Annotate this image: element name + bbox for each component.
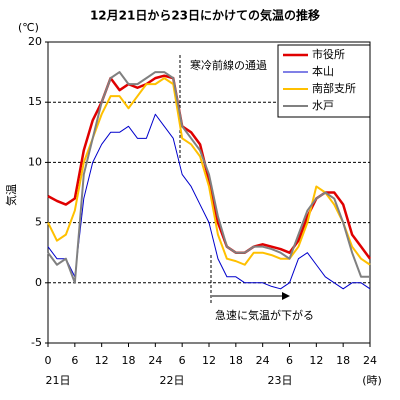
x-unit: (時) bbox=[362, 374, 382, 387]
y-tick-label: 5 bbox=[35, 216, 42, 229]
x-tick-label: 6 bbox=[71, 354, 78, 367]
x-tick-label: 24 bbox=[363, 354, 377, 367]
x-tick-label: 0 bbox=[45, 354, 52, 367]
series-line bbox=[47, 113, 371, 290]
x-tick-label: 12 bbox=[95, 354, 109, 367]
annotation: 急速に気温が下がる bbox=[215, 308, 314, 322]
legend-label: 南部支所 bbox=[312, 81, 356, 95]
x-tick-label: 6 bbox=[179, 354, 186, 367]
series-line bbox=[47, 77, 371, 266]
legend-label: 市役所 bbox=[312, 47, 345, 61]
annotation: 寒冷前線の通過 bbox=[190, 58, 267, 72]
series-line bbox=[47, 71, 370, 284]
legend-label: 本山 bbox=[312, 64, 334, 78]
x-tick-label: 24 bbox=[148, 354, 162, 367]
y-tick-label: -5 bbox=[31, 336, 42, 349]
x-tick-label: 18 bbox=[229, 354, 243, 367]
day-label: 22日 bbox=[160, 374, 185, 387]
chart-title: 12月21日から23日にかけての気温の推移 bbox=[90, 8, 320, 23]
day-label: 21日 bbox=[46, 374, 71, 387]
y-tick-label: 20 bbox=[28, 35, 42, 48]
y-tick-label: 0 bbox=[35, 276, 42, 289]
x-tick-label: 12 bbox=[202, 354, 216, 367]
y-tick-label: 15 bbox=[28, 95, 42, 108]
x-tick-label: 24 bbox=[256, 354, 270, 367]
x-tick-label: 12 bbox=[309, 354, 323, 367]
y-unit: (℃) bbox=[18, 21, 39, 34]
day-label: 23日 bbox=[268, 374, 293, 387]
x-tick-label: 18 bbox=[336, 354, 350, 367]
y-label: 気温 bbox=[4, 184, 18, 206]
x-tick-label: 18 bbox=[122, 354, 136, 367]
arrow-head bbox=[282, 292, 290, 300]
y-tick-label: 10 bbox=[28, 155, 42, 168]
x-tick-label: 6 bbox=[286, 354, 293, 367]
legend-label: 水戸 bbox=[312, 99, 334, 112]
